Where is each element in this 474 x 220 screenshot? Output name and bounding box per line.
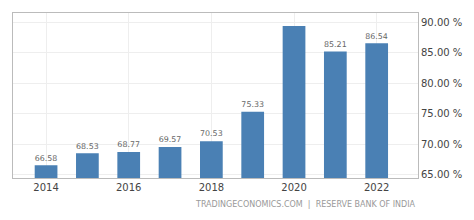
svg-text:70.53: 70.53 bbox=[200, 129, 223, 138]
svg-text:75.33: 75.33 bbox=[241, 100, 264, 109]
svg-text:TRADINGECONOMICS.COM | RESER: TRADINGECONOMICS.COM | RESERVE BANK OF I… bbox=[195, 200, 416, 209]
svg-text:90.00 %: 90.00 % bbox=[421, 17, 462, 28]
svg-text:80.00 %: 80.00 % bbox=[421, 78, 462, 89]
svg-text:2018: 2018 bbox=[199, 182, 224, 193]
svg-text:75.00 %: 75.00 % bbox=[421, 108, 462, 119]
svg-text:85.00 %: 85.00 % bbox=[421, 47, 462, 58]
svg-text:69.57: 69.57 bbox=[159, 135, 182, 144]
svg-text:70.00 %: 70.00 % bbox=[421, 139, 462, 150]
svg-text:85.21: 85.21 bbox=[324, 40, 347, 49]
svg-text:2014: 2014 bbox=[33, 182, 58, 193]
svg-text:2022: 2022 bbox=[364, 182, 389, 193]
svg-text:66.58: 66.58 bbox=[35, 154, 57, 163]
svg-text:65.00 %: 65.00 % bbox=[421, 169, 462, 180]
svg-text:2016: 2016 bbox=[116, 182, 141, 193]
svg-text:68.77: 68.77 bbox=[117, 140, 140, 149]
svg-text:86.54: 86.54 bbox=[365, 32, 387, 41]
svg-text:2020: 2020 bbox=[281, 182, 306, 193]
svg-text:68.53: 68.53 bbox=[76, 142, 99, 151]
